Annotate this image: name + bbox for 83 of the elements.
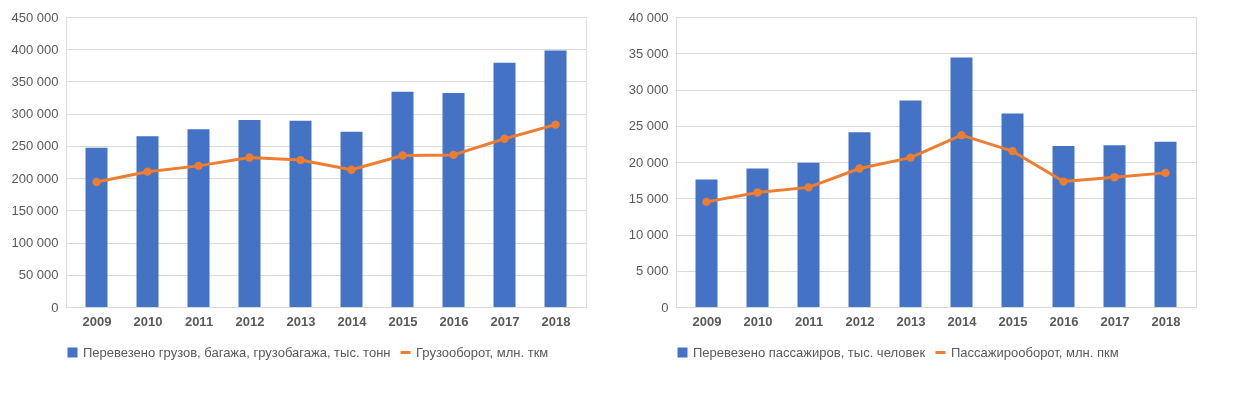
x-tick-label: 2014	[947, 313, 978, 329]
y-tick-label: 250 000	[11, 138, 59, 154]
y-tick-label: 100 000	[11, 235, 59, 251]
bar	[136, 136, 159, 307]
point	[855, 164, 864, 173]
y-tick-label: 300 000	[11, 106, 59, 122]
bar	[1001, 113, 1024, 307]
point	[194, 161, 203, 171]
x-tick-label: 2011	[184, 313, 214, 329]
x-tick-label: 2009	[692, 313, 722, 329]
x-tick-label: 2011	[794, 313, 824, 329]
x-tick-label: 2018	[1151, 313, 1181, 329]
bar	[1052, 146, 1075, 307]
y-tick-label: 350 000	[11, 73, 59, 89]
y-tick-label: 400 000	[11, 41, 59, 57]
x-tick-label: 2012	[235, 313, 265, 329]
y-tick-label: 0	[661, 299, 669, 315]
point	[1110, 173, 1119, 182]
y-tick-label: 15 000	[628, 190, 669, 206]
bar	[544, 50, 567, 307]
bar	[187, 129, 210, 307]
x-tick-label: 2016	[439, 313, 469, 329]
legend-label: Пассажирооборот, млн. пкм	[951, 344, 1119, 360]
y-tick-label: 0	[51, 299, 59, 315]
point	[449, 150, 458, 160]
bar	[289, 120, 312, 307]
point	[753, 188, 762, 197]
x-tick-label: 2017	[1100, 313, 1130, 329]
bar	[695, 179, 718, 307]
bar	[238, 120, 261, 307]
point	[551, 120, 560, 129]
y-tick-label: 25 000	[628, 118, 669, 134]
y-tick-label: 35 000	[628, 45, 669, 61]
x-tick-label: 2012	[845, 313, 875, 329]
legend-label: Перевезено пассажиров, тыс. человек	[693, 344, 926, 360]
point	[398, 151, 407, 160]
x-tick-label: 2009	[82, 313, 112, 329]
y-tick-label: 200 000	[11, 170, 59, 186]
bar	[950, 57, 973, 307]
point	[1008, 146, 1017, 156]
bar	[746, 168, 769, 307]
y-tick-label: 450 000	[11, 9, 59, 25]
bar	[391, 91, 414, 307]
point	[347, 165, 356, 174]
point	[1059, 177, 1068, 186]
x-tick-label: 2014	[337, 313, 368, 329]
point	[500, 134, 509, 143]
bar	[797, 162, 820, 307]
x-tick-label: 2016	[1049, 313, 1079, 329]
point	[92, 177, 101, 187]
point	[296, 155, 305, 165]
x-tick-label: 2017	[490, 313, 520, 329]
legend-label: Перевезено грузов, багажа, грузобагажа, тыс. тонн	[83, 344, 391, 360]
bar	[85, 147, 108, 307]
y-tick-label: 10 000	[628, 227, 669, 242]
point	[143, 167, 152, 176]
point	[804, 183, 813, 192]
bar	[493, 62, 516, 307]
bar	[848, 132, 871, 307]
bar	[442, 93, 465, 307]
point	[906, 153, 915, 162]
bar	[1154, 141, 1177, 307]
x-tick-label: 2013	[896, 313, 926, 329]
y-tick-label: 30 000	[628, 82, 669, 97]
y-tick-label: 40 000	[628, 9, 669, 25]
x-tick-label: 2015	[388, 313, 418, 329]
x-tick-label: 2018	[541, 313, 571, 329]
y-tick-label: 20 000	[628, 154, 669, 170]
x-tick-label: 2015	[998, 313, 1028, 329]
point	[1161, 168, 1170, 178]
y-tick-label: 50 000	[18, 267, 59, 283]
legend-label: Грузооборот, млн. ткм	[416, 344, 549, 360]
point	[702, 197, 711, 207]
point	[245, 153, 254, 162]
bar	[899, 100, 922, 307]
x-tick-label: 2010	[133, 313, 163, 329]
x-tick-label: 2010	[743, 313, 773, 329]
y-tick-label: 5 000	[635, 263, 669, 279]
bar	[1103, 145, 1126, 307]
x-tick-label: 2013	[286, 313, 316, 329]
bar	[340, 131, 363, 307]
point	[957, 131, 966, 140]
y-tick-label: 150 000	[11, 202, 59, 218]
